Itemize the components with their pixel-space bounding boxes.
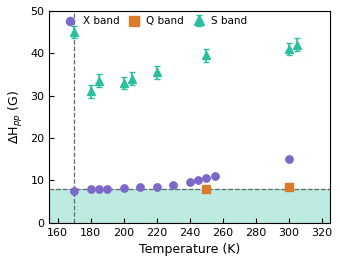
Q band <box>286 185 292 189</box>
Q band <box>204 187 209 191</box>
X band <box>138 185 143 190</box>
X band <box>171 183 176 187</box>
X band <box>121 186 126 190</box>
Legend: X band, Q band, S band: X band, Q band, S band <box>57 14 249 28</box>
X band <box>286 157 292 161</box>
X band <box>187 180 192 185</box>
X band <box>195 178 201 183</box>
Y-axis label: $\Delta$H$_{pp}$ (G): $\Delta$H$_{pp}$ (G) <box>7 90 25 144</box>
X band <box>212 174 217 178</box>
X band <box>88 187 94 191</box>
X band <box>105 187 110 191</box>
X band <box>204 176 209 180</box>
X band <box>154 185 159 189</box>
X band <box>71 189 77 193</box>
X-axis label: Temperature (K): Temperature (K) <box>139 243 240 256</box>
X band <box>96 187 102 191</box>
